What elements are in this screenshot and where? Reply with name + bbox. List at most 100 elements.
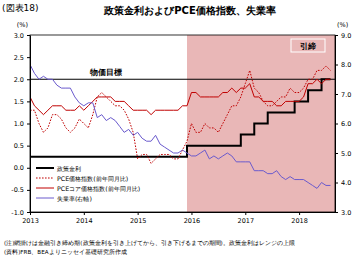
note: (注)網掛けは金融引き締め期(政策金利を引き上げてから、引き下げるまでの期間)。… — [4, 239, 295, 247]
tick: 2.5 — [14, 54, 30, 62]
y-axis-label: (%) — [17, 21, 28, 29]
series-line — [30, 79, 330, 156]
target-label: 物価目標 — [89, 68, 122, 77]
tick-label: 2014 — [76, 217, 93, 225]
tick-mark — [335, 124, 338, 125]
tick-mark — [27, 124, 30, 125]
tick-mark — [27, 57, 30, 58]
tick-label: 5.0 — [341, 150, 351, 158]
tick-label: 1.0 — [14, 120, 24, 128]
chart: (図表18)政策金利およびPCE価格指数、失業率(%)(%)2013201420… — [0, 0, 364, 261]
tick-mark — [27, 79, 30, 80]
legend-item: 失業率(右軸) — [36, 195, 92, 202]
tick-mark — [27, 146, 30, 147]
tick: 6.0 — [335, 120, 351, 128]
tick-label: 7.0 — [341, 91, 351, 99]
tick-label: 0.0 — [14, 164, 24, 172]
y2-axis: 3.0 4.0 5.0 6.0 7.0 8.0 9.0 — [335, 32, 351, 217]
tick-label: 2015 — [130, 217, 147, 225]
marks — [30, 35, 335, 212]
legend-item: PCE価格指数(前年同月比) — [36, 175, 128, 182]
tick-mark — [335, 153, 338, 154]
plot-frame — [30, 35, 335, 212]
tick-mark — [299, 212, 300, 215]
tick: 2.0 — [14, 76, 30, 84]
tick-mark — [27, 35, 30, 36]
tick: 3.0 — [335, 209, 351, 217]
tick-label: 6.0 — [341, 120, 351, 128]
tick-label: 2013 — [22, 217, 39, 225]
legend-item: PCEコア価格指数(前年同月比) — [36, 185, 140, 192]
tick-label: 3.0 — [14, 32, 24, 40]
legend-swatch — [36, 178, 54, 179]
shaded-label-box — [291, 39, 325, 52]
tick: 0.0 — [14, 164, 30, 172]
tick-label: 1.5 — [14, 98, 24, 106]
shaded-label: 引締 — [300, 42, 316, 51]
legend-label: 失業率(右軸) — [57, 195, 92, 202]
tick-mark — [245, 212, 246, 215]
tick-mark — [27, 212, 30, 213]
tick: 2015 — [130, 212, 147, 225]
legend-item: 政策金利 — [36, 165, 81, 172]
tick-label: 8.0 — [341, 61, 351, 69]
tick-label: 2018 — [291, 217, 308, 225]
tick: 5.0 — [335, 150, 351, 158]
target-line — [30, 79, 335, 80]
tick-label: 2.0 — [14, 76, 24, 84]
tick-mark — [335, 35, 338, 36]
legend-swatch — [36, 188, 54, 189]
tick-mark — [27, 101, 30, 102]
tick-label: 2.5 — [14, 54, 24, 62]
series-line — [30, 66, 330, 163]
legend-swatch — [36, 198, 54, 199]
plot: 2013 2014 2015 2016 2017 2018 -1.0 -0.5 0.0 0.5 1.… — [11, 32, 351, 225]
tick-mark — [335, 94, 338, 95]
tick: 8.0 — [335, 61, 351, 69]
tick-mark — [84, 212, 85, 215]
legend-label: PCEコア価格指数(前年同月比) — [57, 185, 140, 192]
tick-label: 9.0 — [341, 32, 351, 40]
tick: 2013 — [22, 212, 39, 225]
figure-number: (図表18) — [2, 3, 38, 13]
tick-label: 2016 — [184, 217, 201, 225]
tick-label: -0.5 — [11, 186, 24, 194]
tick-mark — [335, 183, 338, 184]
x-axis: 2013 2014 2015 2016 2017 2018 — [22, 212, 335, 225]
axis-line — [30, 36, 31, 213]
tick: 1.0 — [14, 120, 30, 128]
y2-axis-label: (%) — [337, 21, 348, 29]
tick-label: 3.0 — [341, 209, 351, 217]
tick-mark — [27, 190, 30, 191]
tick: 2016 — [184, 212, 201, 225]
axis-line — [31, 212, 336, 213]
note: (資料)FRB、BEAよりニッセイ基礎研究所作成 — [4, 248, 127, 256]
tick-label: 2017 — [238, 217, 255, 225]
tick-label: 4.0 — [341, 179, 351, 187]
tick-mark — [27, 168, 30, 169]
tick: -1.0 — [11, 209, 30, 217]
tick: 4.0 — [335, 179, 351, 187]
title: 政策金利およびPCE価格指数、失業率 — [103, 5, 276, 16]
tick-mark — [138, 212, 139, 215]
tick: 2017 — [238, 212, 255, 225]
tick-label: -1.0 — [11, 209, 24, 217]
series-line — [30, 65, 330, 189]
tick: 2018 — [291, 212, 308, 225]
tick: 2014 — [76, 212, 93, 225]
legend-label: PCE価格指数(前年同月比) — [57, 175, 128, 182]
legend-swatch — [36, 167, 54, 169]
tick-mark — [335, 65, 338, 66]
tick: 0.5 — [14, 142, 30, 150]
tick: 9.0 — [335, 32, 351, 40]
tick-label: 0.5 — [14, 142, 24, 150]
tick-mark — [191, 212, 192, 215]
legend: 政策金利 PCE価格指数(前年同月比) PCEコア価格指数(前年同月比) 失業率(右軸… — [36, 165, 140, 202]
tick: 3.0 — [14, 32, 30, 40]
tick: -0.5 — [11, 186, 30, 194]
tick: 7.0 — [335, 91, 351, 99]
y-axis: -1.0 -0.5 0.0 0.5 1.0 1.5 2.0 2.5 3.0 — [11, 32, 30, 217]
tick-mark — [335, 212, 338, 213]
legend-label: 政策金利 — [57, 165, 81, 172]
tick: 1.5 — [14, 98, 30, 106]
